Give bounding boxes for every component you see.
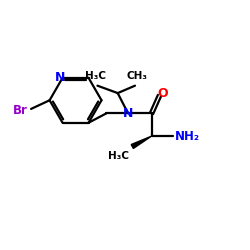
Text: CH₃: CH₃: [126, 71, 148, 81]
Text: NH₂: NH₂: [175, 130, 200, 142]
Text: O: O: [157, 87, 168, 100]
Text: N: N: [123, 107, 133, 120]
Text: H₃C: H₃C: [108, 152, 129, 162]
Text: Br: Br: [13, 104, 28, 117]
Polygon shape: [131, 136, 152, 148]
Text: H₃C: H₃C: [85, 71, 106, 81]
Text: N: N: [54, 71, 65, 84]
